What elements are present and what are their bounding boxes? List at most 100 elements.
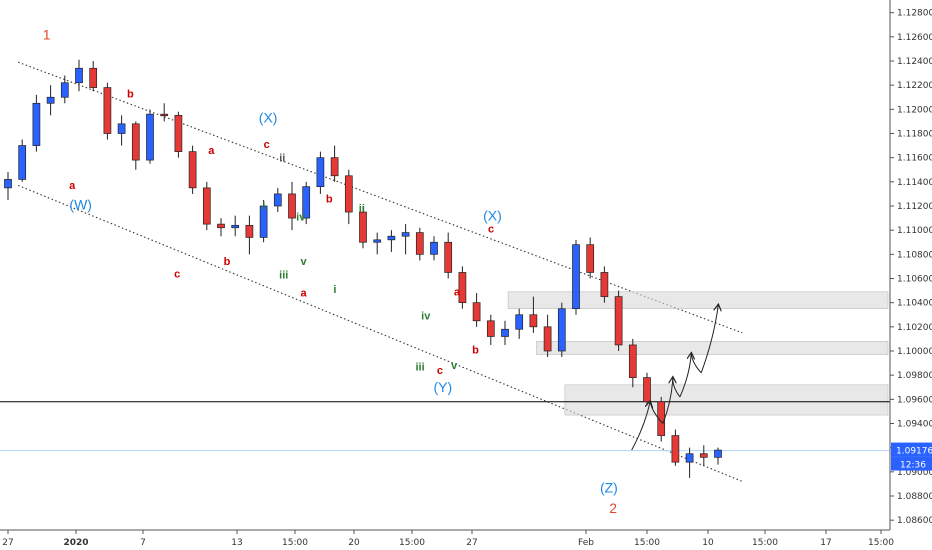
candle bbox=[600, 266, 609, 303]
candle-bear bbox=[330, 157, 339, 177]
candle-bear bbox=[344, 175, 353, 213]
candle bbox=[444, 232, 453, 279]
candle bbox=[32, 94, 41, 152]
price-tick-label: 1.12600 bbox=[897, 33, 932, 43]
candle-bull bbox=[259, 205, 268, 238]
candle bbox=[387, 230, 396, 252]
wave-label: ii bbox=[359, 203, 365, 215]
candle-bear bbox=[103, 87, 112, 134]
candle bbox=[430, 236, 438, 261]
candle-bull bbox=[75, 67, 83, 84]
candle bbox=[586, 237, 595, 279]
candle bbox=[4, 172, 12, 200]
resistance-zone bbox=[536, 341, 889, 355]
price-tick-label: 1.11800 bbox=[897, 130, 932, 140]
candle bbox=[46, 85, 55, 116]
time-tick-label: 15:00 bbox=[752, 538, 778, 548]
forecast-segment bbox=[631, 402, 650, 451]
resistance-zone bbox=[564, 384, 889, 416]
candle-bear bbox=[89, 67, 98, 88]
time-badge bbox=[891, 456, 932, 471]
price-tick-label: 1.10400 bbox=[897, 299, 932, 309]
wave-label: (W) bbox=[69, 197, 92, 213]
candle-bull bbox=[302, 186, 311, 219]
wave-label: (X) bbox=[259, 110, 278, 126]
candle bbox=[628, 338, 637, 388]
forecast-segment bbox=[700, 305, 718, 373]
candle bbox=[245, 215, 254, 255]
candle-bear bbox=[486, 320, 495, 337]
price-tick-label: 1.09000 bbox=[897, 468, 932, 478]
wave-label: iii bbox=[279, 270, 288, 282]
price-tick-label: 1.08600 bbox=[897, 516, 932, 526]
time-tick-label: 15:00 bbox=[634, 538, 660, 548]
wave-label: ii bbox=[279, 152, 285, 164]
candle bbox=[302, 181, 311, 225]
forecast-segment bbox=[649, 401, 664, 424]
candle bbox=[699, 445, 708, 466]
candle bbox=[231, 215, 240, 237]
time-tick-label: 20 bbox=[348, 538, 360, 548]
candle bbox=[359, 206, 367, 249]
wave-label: 1 bbox=[43, 26, 51, 42]
channel-line-upper bbox=[18, 61, 743, 334]
price-tick-label: 1.12800 bbox=[897, 9, 932, 19]
candle-bear bbox=[614, 296, 623, 346]
wave-label: iii bbox=[415, 361, 424, 373]
candle-bear bbox=[671, 435, 680, 463]
candle-bull bbox=[373, 239, 382, 243]
candle bbox=[103, 82, 112, 140]
candle-bull bbox=[572, 244, 580, 310]
price-tick-label: 1.11600 bbox=[897, 154, 932, 164]
candle bbox=[60, 75, 69, 104]
price-tick-label: 1.09800 bbox=[897, 371, 932, 381]
candle-bull bbox=[557, 308, 566, 352]
wave-label: i bbox=[333, 284, 336, 296]
candle-bull bbox=[117, 123, 126, 134]
candle-bear bbox=[174, 115, 183, 152]
price-tick-label: 1.11400 bbox=[897, 178, 932, 188]
wave-label: 2 bbox=[609, 500, 617, 516]
candle-bull bbox=[387, 235, 396, 241]
wave-label: c bbox=[174, 268, 180, 280]
candle-bear bbox=[188, 151, 197, 189]
candle-bear bbox=[217, 223, 225, 229]
candle bbox=[557, 302, 566, 358]
price-tick-label: 1.10600 bbox=[897, 275, 932, 285]
candle-bull bbox=[146, 113, 154, 161]
wave-label: v bbox=[301, 256, 308, 268]
candle bbox=[217, 218, 225, 237]
wave-label: c bbox=[264, 139, 270, 151]
candle-bull bbox=[401, 232, 410, 237]
candle bbox=[288, 181, 296, 231]
candle bbox=[515, 308, 524, 339]
candle bbox=[572, 239, 580, 315]
forecast-segment bbox=[672, 377, 681, 398]
wave-label: c bbox=[488, 224, 494, 236]
price-tick-label: 1.09600 bbox=[897, 395, 932, 405]
time-axis: 27 2020 7 13 15:00 20 15:00 27 Feb 15:00 10 15:00 17… bbox=[0, 529, 894, 548]
candle-bull bbox=[60, 82, 69, 98]
candle bbox=[344, 169, 353, 225]
price-tick-label: 1.11200 bbox=[897, 202, 932, 212]
candle bbox=[415, 227, 424, 261]
candle bbox=[160, 103, 169, 122]
candle-bull bbox=[32, 102, 41, 146]
candle-bull bbox=[316, 157, 325, 188]
forecast-segment bbox=[690, 353, 702, 374]
candle-bull bbox=[46, 96, 55, 104]
candle-bear bbox=[245, 224, 254, 238]
candle bbox=[472, 293, 481, 327]
price-tick-label: 1.12400 bbox=[897, 57, 932, 67]
wave-label: iv bbox=[421, 311, 431, 323]
candle-bear bbox=[458, 272, 467, 304]
candle-bear bbox=[444, 241, 453, 273]
candle-bull bbox=[685, 453, 694, 463]
price-tick-label: 1.10800 bbox=[897, 250, 932, 260]
price-tick-label: 1.09400 bbox=[897, 420, 932, 430]
candle-bull bbox=[18, 145, 27, 180]
candle bbox=[373, 232, 382, 255]
wave-label: (Y) bbox=[433, 379, 452, 395]
